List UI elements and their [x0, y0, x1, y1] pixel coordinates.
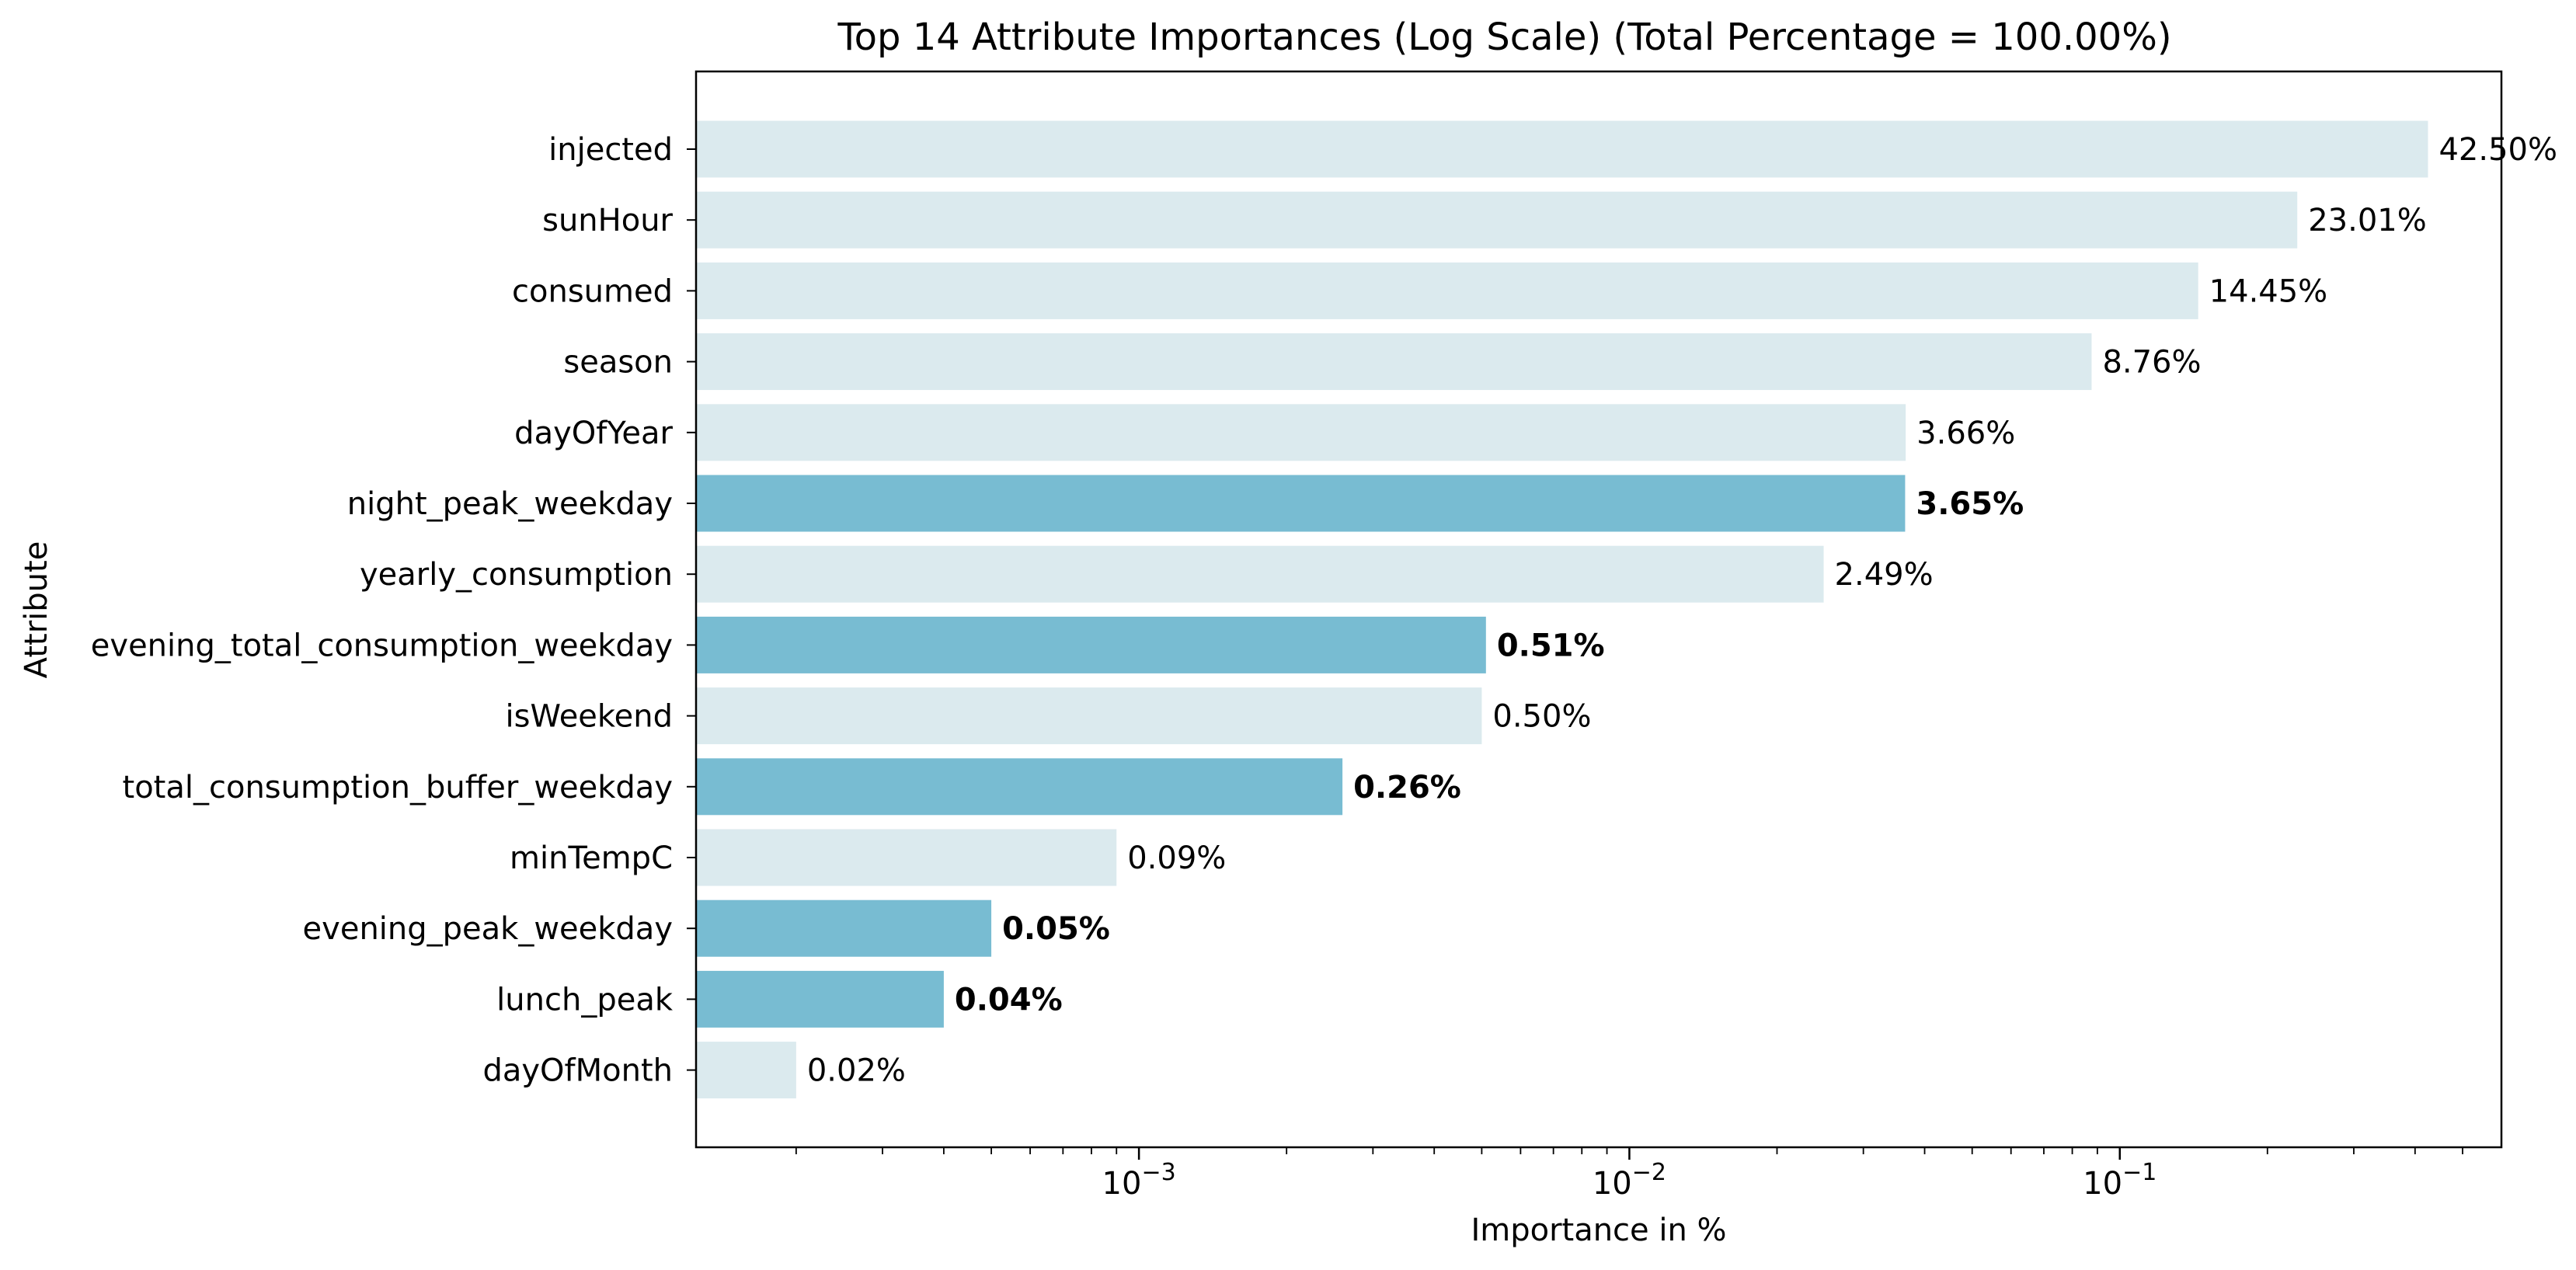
value-label: 0.50% [1492, 699, 1591, 735]
value-label: 3.66% [1916, 416, 2015, 451]
bar-evening-peak-weekday [696, 899, 992, 957]
bar-season [696, 333, 2092, 391]
value-label: 0.51% [1497, 628, 1605, 663]
category-label: dayOfMonth [482, 1053, 673, 1089]
x-tick-exponent: −1 [2122, 1159, 2157, 1186]
category-label: consumed [512, 273, 673, 309]
category-label: minTempC [510, 840, 673, 876]
x-tick-base: 10 [1593, 1166, 1632, 1202]
category-label: night_peak_weekday [347, 486, 673, 522]
x-tick-exponent: −2 [1632, 1159, 1666, 1186]
value-label: 3.65% [1916, 486, 2024, 522]
bar-consumed [696, 262, 2198, 319]
value-label: 2.49% [1835, 557, 1934, 593]
category-label: total_consumption_buffer_weekday [123, 770, 673, 805]
category-label: lunch_peak [496, 982, 674, 1018]
value-label: 23.01% [2308, 203, 2427, 238]
bar-night-peak-weekday [696, 475, 1906, 532]
value-label: 0.09% [1127, 840, 1226, 876]
value-label: 0.04% [955, 982, 1063, 1018]
value-labels: 42.50% 23.01% 14.45%8.76% 3.66% 3.65% 2.49% 0.… [807, 132, 2557, 1089]
bar-total-consumption-buffer-weekday [696, 758, 1343, 816]
bar-yearly-consumption [696, 545, 1824, 603]
x-tick-exponent: −3 [1141, 1159, 1175, 1186]
bar-evening-total-consumption-weekday [696, 616, 1486, 673]
category-label: evening_peak_weekday [303, 911, 673, 947]
value-label: 0.05% [1002, 911, 1110, 947]
category-label: evening_total_consumption_weekday [91, 628, 673, 663]
y-axis-label: Attribute [19, 541, 54, 679]
category-label: season [563, 345, 673, 381]
bar-dayofyear [696, 404, 1906, 461]
category-labels: injected sunHour consumed season dayOfYear ni… [91, 132, 674, 1089]
bar-injected [696, 120, 2428, 178]
category-label: dayOfYear [514, 416, 673, 451]
bar-dayofmonth [696, 1042, 796, 1099]
bars-group [696, 120, 2428, 1099]
bar-mintempc [696, 829, 1117, 886]
category-label: yearly_consumption [360, 557, 673, 593]
bar-lunch-peak [696, 970, 944, 1028]
x-axis-ticks: 10−3 10−2 10−1 [687, 148, 2463, 1202]
bar-isweekend [696, 687, 1482, 745]
value-label: 0.02% [807, 1053, 906, 1089]
chart-title: Top 14 Attribute Importances (Log Scale)… [837, 16, 2171, 59]
x-tick-label: 10−2 [1593, 1159, 1666, 1202]
category-label: sunHour [542, 203, 673, 238]
value-label: 42.50% [2438, 132, 2557, 168]
x-tick-base: 10 [1102, 1166, 1142, 1202]
x-axis-label: Importance in % [1471, 1213, 1726, 1248]
category-label: injected [548, 132, 673, 168]
category-label: isWeekend [506, 699, 673, 735]
x-tick-label: 10−1 [2083, 1159, 2157, 1202]
plot-frame [694, 70, 2503, 1149]
bar-sunhour [696, 191, 2298, 249]
x-tick-base: 10 [2083, 1166, 2122, 1202]
x-tick-label: 10−3 [1102, 1159, 1176, 1202]
value-label: 14.45% [2209, 273, 2328, 309]
value-label: 8.76% [2102, 345, 2201, 381]
value-label: 0.26% [1353, 770, 1461, 805]
